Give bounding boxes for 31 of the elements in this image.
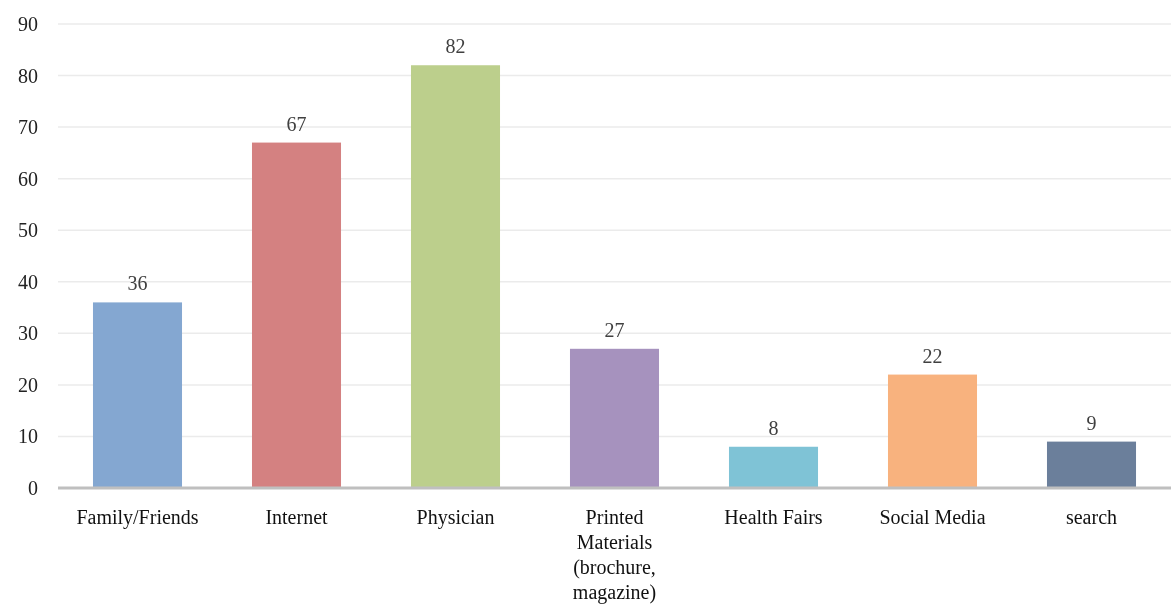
y-tick-label: 10 — [18, 425, 38, 448]
y-tick-label: 40 — [18, 270, 38, 293]
y-tick-label: 60 — [18, 167, 38, 190]
x-tick-label: Social Media — [879, 506, 986, 528]
data-label: 8 — [768, 416, 779, 439]
data-label: 27 — [604, 318, 625, 341]
bar — [410, 65, 501, 488]
data-label: 36 — [127, 272, 148, 295]
data-label: 22 — [922, 344, 943, 367]
data-label: 67 — [286, 112, 307, 135]
x-tick-label: Physician — [416, 506, 495, 529]
data-label: 82 — [445, 35, 466, 58]
bar — [887, 374, 978, 488]
x-tick-label: Health Fairs — [724, 506, 823, 528]
x-tick-label: Family/Friends — [76, 506, 199, 529]
x-tick-label: Printed Materials (brochure, magazine) — [572, 506, 657, 604]
bar — [569, 348, 660, 488]
y-tick-label: 70 — [18, 116, 38, 139]
x-tick-label: Internet — [265, 506, 329, 528]
x-tick-label: search — [1065, 506, 1118, 528]
y-tick-label: 0 — [28, 477, 38, 499]
y-tick-label: 20 — [18, 373, 38, 396]
bar — [728, 446, 819, 488]
y-tick-label: 90 — [18, 13, 38, 35]
bar — [251, 142, 342, 488]
y-tick-label: 80 — [18, 64, 38, 87]
bar — [92, 302, 183, 488]
data-label: 9 — [1086, 411, 1097, 434]
bar — [1046, 441, 1137, 488]
y-tick-label: 30 — [18, 322, 38, 345]
y-tick-label: 50 — [18, 219, 38, 242]
